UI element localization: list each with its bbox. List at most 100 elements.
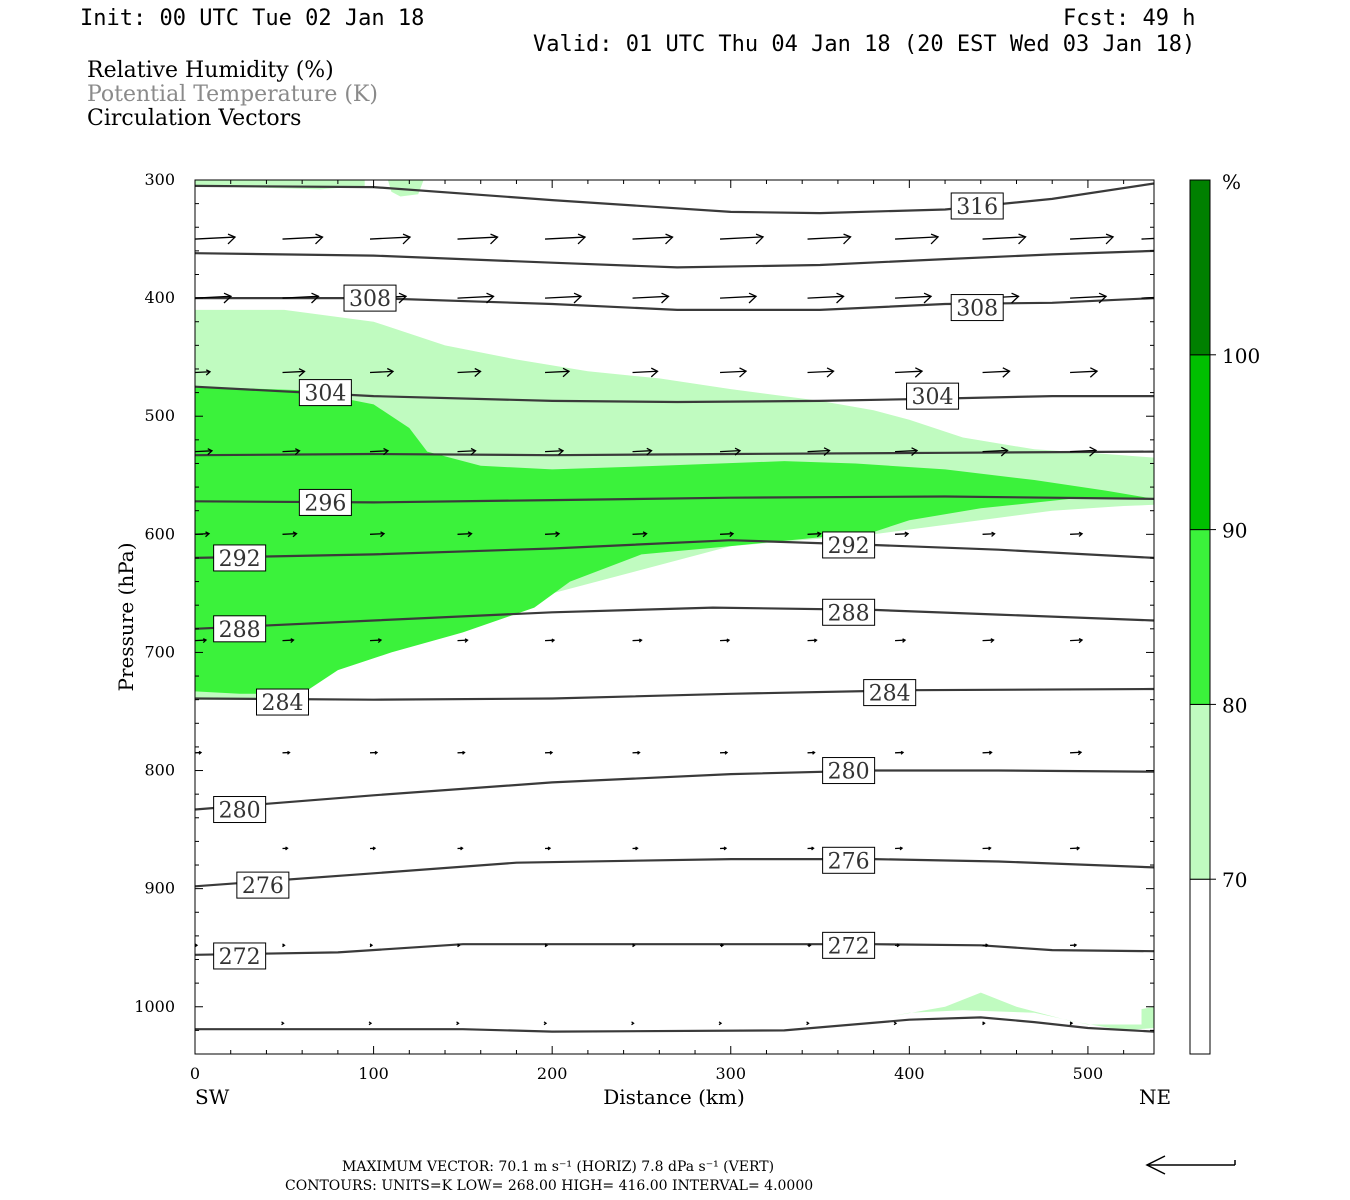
theta-label: 272 — [213, 942, 267, 970]
theta-contour-268 — [195, 1016, 1154, 1033]
circulation-vector — [544, 447, 565, 456]
circulation-vector — [544, 292, 583, 304]
theta-contour-312 — [195, 249, 1154, 269]
svg-text:296: 296 — [304, 491, 346, 516]
circulation-vector — [369, 638, 383, 644]
y-tick-label: 300 — [144, 170, 175, 189]
svg-text:284: 284 — [262, 691, 304, 716]
circulation-vector — [893, 1021, 898, 1026]
theta-contour-288 — [195, 606, 1154, 630]
circulation-vector — [632, 943, 636, 948]
circulation-vector — [720, 447, 742, 456]
x-axis-label: Distance (km) — [603, 1085, 745, 1109]
theta-label: 284 — [256, 688, 310, 716]
theta-contour-276 — [195, 857, 1154, 888]
theta-label: 292 — [822, 531, 876, 559]
colorbar-level: 80 — [1222, 693, 1247, 717]
circulation-vector — [720, 846, 728, 851]
theta-contour-304 — [195, 385, 1154, 404]
theta-contour-292 — [195, 539, 1154, 559]
circulation-vector — [895, 638, 907, 643]
contour-info: CONTOURS: UNITS=K LOW= 268.00 HIGH= 416.… — [285, 1178, 813, 1194]
init-time: Init: 00 UTC Tue 02 Jan 18 — [80, 6, 424, 31]
svg-text:316: 316 — [956, 195, 998, 220]
svg-text:304: 304 — [304, 382, 346, 407]
theta-label: 288 — [822, 598, 876, 626]
circulation-vector — [282, 368, 306, 377]
theta-label: 304 — [298, 379, 352, 407]
circulation-vector — [195, 233, 237, 245]
circulation-vector — [544, 750, 554, 755]
circulation-vector — [982, 233, 1027, 245]
theta-label: 296 — [298, 488, 352, 516]
y-tick-label: 400 — [144, 288, 175, 307]
theta-contour-300 — [195, 450, 1154, 457]
circulation-vector — [457, 233, 499, 245]
circulation-vector — [720, 367, 748, 378]
circulation-vector — [544, 943, 549, 948]
valid-time: Valid: 01 UTC Thu 04 Jan 18 (20 EST Wed … — [533, 32, 1195, 57]
x-tick-label: 0 — [190, 1064, 200, 1083]
svg-text:308: 308 — [349, 287, 391, 312]
circulation-vector — [982, 750, 993, 755]
svg-text:288: 288 — [828, 601, 870, 626]
rh-region-70 — [387, 180, 424, 197]
theta-label: 308 — [950, 294, 1004, 322]
circulation-vector — [720, 943, 725, 948]
circulation-vector — [368, 1021, 373, 1026]
svg-text:292: 292 — [828, 534, 870, 559]
circulation-vector — [282, 638, 295, 644]
circulation-vector — [632, 750, 641, 755]
circulation-vector — [1070, 446, 1098, 457]
rh-region-70 — [195, 180, 365, 190]
circulation-vector — [1070, 233, 1115, 245]
circulation-vector — [369, 943, 374, 948]
circulation-vector — [544, 531, 561, 538]
circulation-vector — [369, 846, 377, 851]
circulation-vector — [195, 638, 208, 644]
circulation-vector — [632, 367, 659, 378]
legend-theta: Potential Temperature (K) — [87, 82, 378, 107]
circulation-vector — [544, 233, 587, 245]
circulation-vector — [1141, 296, 1154, 299]
theta-contour-272 — [195, 943, 1154, 956]
circulation-vector — [720, 292, 758, 304]
circulation-vector — [632, 233, 674, 245]
theta-label-layer: 316 308 308 304 304 296 292 292 288 288 284 284 280 2… — [213, 192, 1004, 970]
theta-label: 272 — [822, 931, 876, 959]
circulation-vector — [457, 750, 466, 755]
circulation-vector — [369, 367, 395, 378]
theta-contour-316 — [195, 182, 1154, 215]
circulation-vector — [1070, 367, 1099, 378]
circulation-vector — [720, 233, 765, 245]
circulation-vector — [982, 846, 992, 851]
circulation-vector-layer — [195, 233, 1154, 1026]
circulation-vector — [631, 1021, 635, 1026]
circulation-vector — [282, 943, 286, 948]
circulation-vector — [807, 233, 852, 245]
x-tick-label: 200 — [537, 1064, 568, 1083]
svg-text:276: 276 — [828, 849, 870, 874]
svg-text:272: 272 — [219, 945, 261, 970]
circulation-vector — [982, 638, 995, 644]
y-tick-label: 500 — [144, 406, 175, 425]
circulation-vector — [982, 1021, 986, 1026]
circulation-vector — [807, 531, 822, 538]
circulation-vector — [895, 943, 901, 948]
circulation-vector — [282, 531, 298, 538]
circulation-vector — [369, 447, 390, 456]
circulation-vector — [457, 846, 464, 851]
x-tick-label: 400 — [894, 1064, 925, 1083]
circulation-vector — [895, 447, 919, 456]
x-tick-label: 500 — [1073, 1064, 1104, 1083]
circulation-vector — [720, 638, 731, 643]
circulation-vector — [369, 750, 379, 755]
circulation-vector — [456, 1021, 460, 1026]
colorbar-unit: % — [1222, 170, 1241, 194]
circulation-vector — [544, 367, 571, 378]
circulation-vector — [544, 846, 552, 851]
reference-vector-arrow — [1145, 1155, 1236, 1175]
x-tick-label: 100 — [358, 1064, 389, 1083]
circulation-vector — [632, 638, 643, 643]
